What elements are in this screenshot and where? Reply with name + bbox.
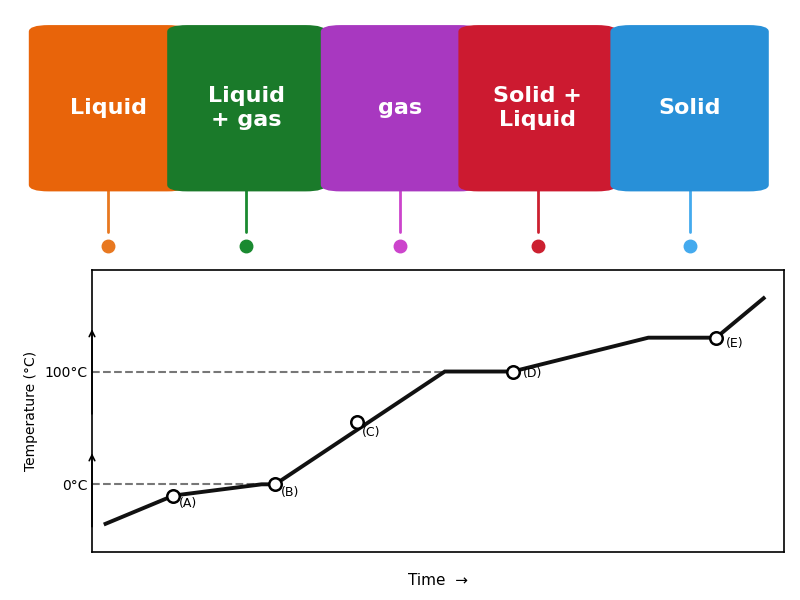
Text: gas: gas [378,98,422,118]
FancyBboxPatch shape [610,25,769,191]
Text: Liquid
+ gas: Liquid + gas [208,86,285,130]
FancyBboxPatch shape [458,25,617,191]
Text: Time  →: Time → [408,572,468,588]
Text: (E): (E) [726,337,744,350]
Text: (C): (C) [362,426,381,439]
Text: (B): (B) [281,485,299,499]
Text: Solid: Solid [658,98,721,118]
FancyBboxPatch shape [321,25,479,191]
Text: (D): (D) [523,367,542,380]
Text: (A): (A) [179,497,197,510]
Text: Solid +
Liquid: Solid + Liquid [493,86,582,130]
FancyBboxPatch shape [29,25,187,191]
Text: Liquid: Liquid [70,98,146,118]
FancyBboxPatch shape [167,25,326,191]
Y-axis label: Temperature (°C): Temperature (°C) [25,351,38,471]
